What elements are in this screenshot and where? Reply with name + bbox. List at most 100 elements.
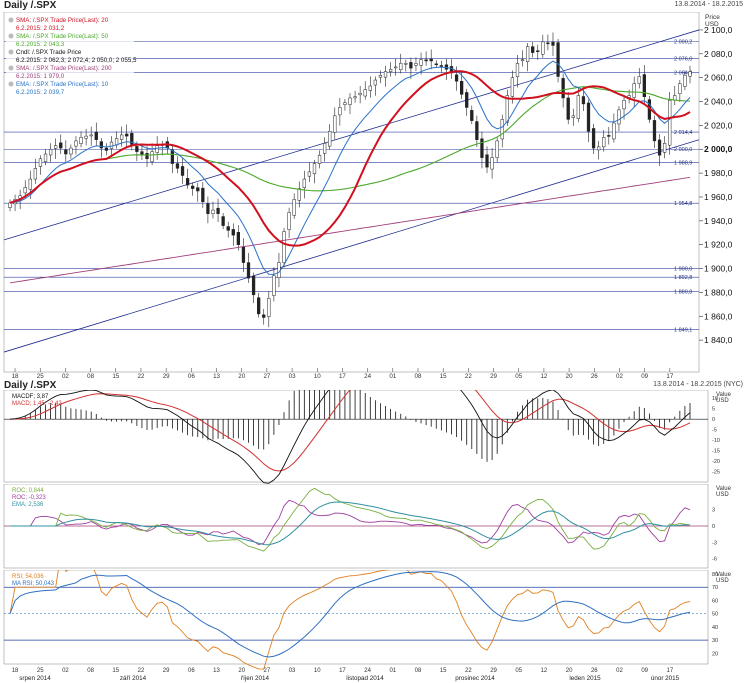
level-label: 1 849,1 (674, 327, 692, 333)
roc-panel[interactable]: 3 0 -3 -6 ROC; 0,844 ROC; -0,323 EMA; 2,536… (0, 484, 747, 570)
legend-toggle-icon[interactable] (8, 49, 14, 55)
y-tick-label: 2 000,0 (704, 144, 733, 154)
roc-y-tick-label: -6 (712, 557, 717, 563)
candle (74, 140, 78, 147)
legend-toggle-icon[interactable] (8, 65, 14, 71)
y-tick-label: 1 840,0 (704, 335, 733, 345)
indicator-title: Daily /.SPX (4, 380, 57, 391)
candle (363, 89, 367, 97)
candle (343, 102, 347, 105)
candle (282, 231, 286, 263)
indicator-range: 13.8.2014 - 18.2.2015 (NYC) (653, 381, 743, 388)
candle (333, 115, 337, 133)
candle (419, 59, 423, 66)
bottom-x-tick-label: 13 (213, 668, 220, 674)
macd-panel[interactable]: 10 5 0 -5 -10 -15 -20 -25 MACDF; 3,87 MACD; 1,4… (0, 390, 747, 484)
legend-ema10-value: 6.2.2015: 2 039,7 (16, 89, 65, 96)
candle (439, 65, 443, 67)
main-chart-range: 13.8.2014 - 18.2.2015 (674, 1, 743, 8)
rsi-y-tick-label: 80 (712, 572, 718, 578)
roc-legend: ROC; 0,844 ROC; -0,323 EMA; 2,536 (12, 488, 46, 508)
roc-y-tick-label: 3 (712, 508, 715, 514)
rsi-y-tick-label: 20 (712, 651, 718, 657)
candle (383, 71, 388, 78)
level-label: 1 892,8 (674, 275, 692, 281)
candle (317, 154, 322, 164)
candle (541, 41, 545, 55)
candle (566, 97, 570, 120)
bottom-x-tick-label: 10 (314, 668, 321, 674)
x-tick-label: 08 (415, 373, 422, 378)
rsi-unit-label: Value (716, 572, 732, 578)
candle (500, 119, 504, 140)
legend-toggle-icon[interactable] (8, 17, 14, 23)
candle (155, 145, 159, 153)
candle (525, 46, 530, 62)
candle (399, 63, 403, 71)
candle (520, 59, 525, 62)
candle (607, 135, 611, 137)
bottom-x-tick-label: 06 (188, 668, 195, 674)
macd-y-tick-label: 0 (712, 417, 715, 423)
sma50-line (9, 86, 691, 204)
macd-y-tick-label: -15 (712, 449, 720, 455)
candle (612, 122, 616, 140)
x-tick-label: 17 (666, 373, 673, 378)
roc-line (10, 487, 691, 552)
y-tick-label: 1 860,0 (704, 311, 733, 321)
candle (302, 178, 306, 188)
bottom-x-tick-label: 29 (490, 668, 497, 674)
candle (236, 232, 240, 245)
candle (196, 187, 200, 192)
candle (404, 63, 408, 65)
y-tick-label: 1 980,0 (704, 168, 733, 178)
candle (460, 80, 464, 95)
bottom-x-tick-label: 08 (415, 668, 422, 674)
candle (226, 226, 230, 231)
price-unit-label: Price (705, 14, 720, 21)
x-tick-label: 29 (490, 373, 497, 378)
candle (38, 158, 43, 167)
level-label: 2 000,0 (674, 147, 692, 153)
candle (683, 75, 687, 87)
candle (652, 120, 657, 142)
y-tick-label: 1 960,0 (704, 192, 733, 202)
candle (617, 109, 621, 125)
candle (394, 66, 398, 69)
rsi-panel[interactable]: 80 70 60 50 40 30 20 RSI; 54,036 MA RSI; 50,04… (0, 570, 747, 683)
macd-y-tick-label: 10 (712, 396, 718, 402)
candle (591, 128, 596, 149)
candle (546, 42, 550, 45)
x-tick-label: 12 (540, 373, 547, 378)
price-chart[interactable]: 2 090,2 2 076,0 2 064,3 2 014,4 2 000,0 1 988… (0, 12, 747, 378)
level-label: 1 900,0 (674, 267, 692, 273)
roc-unit-label: Value (716, 486, 732, 492)
ema10-line (9, 60, 691, 275)
rsi-y-tick-label: 50 (712, 612, 718, 618)
sma20-line (9, 70, 691, 247)
macd-unit-currency: USD (716, 398, 729, 404)
sma200-line (9, 176, 691, 284)
macd-y-tick-label: -10 (712, 438, 720, 444)
legend-sma50-label: SMA: /.SPX Trade Price(Last): 50 (16, 33, 109, 40)
candle (510, 77, 515, 97)
legend-toggle-icon[interactable] (8, 33, 14, 39)
bottom-month-label: leden 2015 (569, 675, 601, 682)
bottom-x-tick-label: 22 (465, 668, 472, 674)
legend-toggle-icon[interactable] (8, 81, 14, 87)
bottom-x-tick-label: 15 (440, 668, 447, 674)
y-tick-label: 2 060,0 (704, 73, 733, 83)
x-tick-label: 10 (314, 373, 321, 378)
candle (191, 185, 195, 189)
x-tick-label: 22 (138, 373, 145, 378)
candle (480, 138, 484, 158)
bottom-month-label: listopad 2014 (346, 675, 384, 682)
candle (150, 151, 154, 162)
candle (267, 298, 271, 317)
candle (581, 96, 586, 105)
bottom-x-tick-label: 12 (541, 668, 548, 674)
candle (28, 178, 32, 190)
bottom-x-tick-label: 17 (339, 668, 346, 674)
candle (206, 203, 210, 214)
candle (322, 143, 327, 154)
